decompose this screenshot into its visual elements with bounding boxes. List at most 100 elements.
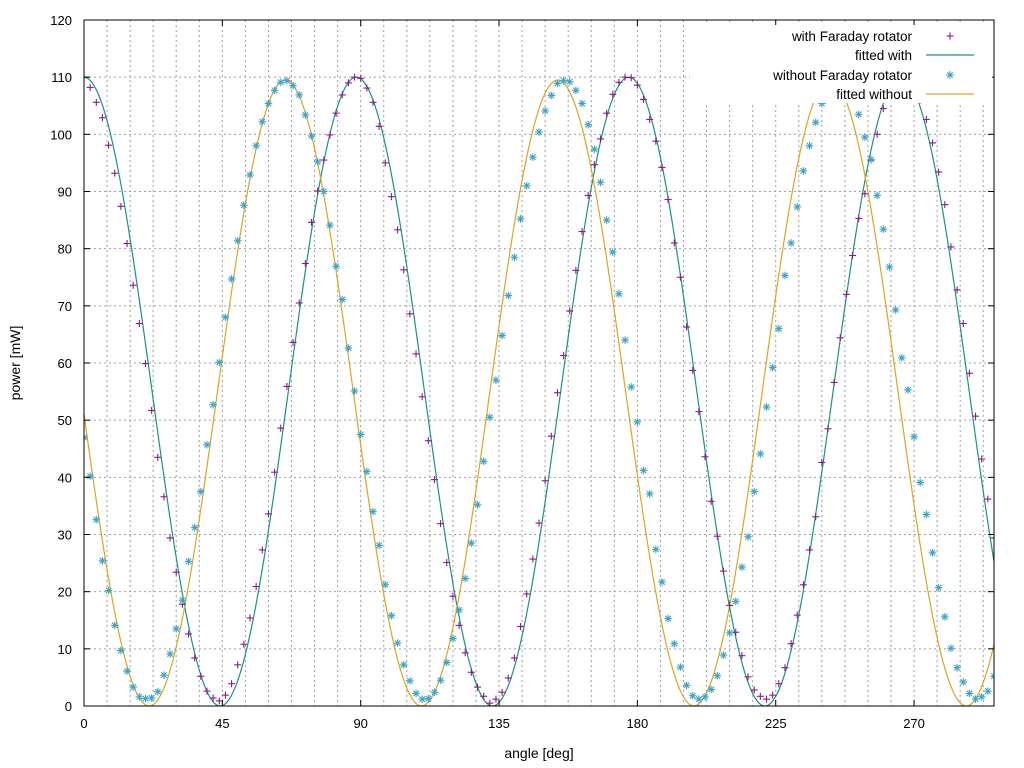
x-tick-label: 45	[215, 716, 229, 731]
data-point-without-faraday	[990, 672, 994, 681]
data-point-with-faraday	[375, 122, 383, 130]
data-point-with-faraday	[111, 169, 119, 177]
data-point-with-faraday	[578, 228, 586, 236]
data-point-with-faraday	[185, 630, 193, 638]
data-point-with-faraday	[480, 692, 488, 700]
data-point-with-faraday	[332, 109, 340, 117]
data-point-with-faraday	[842, 290, 850, 298]
data-point-without-faraday	[233, 236, 242, 245]
data-point-with-faraday	[744, 673, 752, 681]
data-point-without-faraday	[781, 271, 789, 280]
data-point-without-faraday	[984, 687, 992, 695]
data-point-with-faraday	[929, 139, 937, 147]
data-point-with-faraday	[978, 455, 986, 463]
data-point-without-faraday	[289, 81, 297, 90]
data-point-without-faraday	[713, 671, 722, 680]
data-point-with-faraday	[873, 130, 881, 138]
data-point-without-faraday	[117, 646, 125, 655]
data-point-with-faraday	[806, 546, 814, 554]
data-point-with-faraday	[707, 497, 715, 505]
data-point-with-faraday	[941, 201, 949, 209]
data-point-with-faraday	[461, 649, 469, 657]
data-point-with-faraday	[258, 546, 266, 554]
data-point-without-faraday	[652, 545, 660, 554]
data-point-without-faraday	[584, 120, 592, 129]
data-point-with-faraday	[836, 334, 844, 342]
data-point-without-faraday	[332, 262, 340, 271]
series-line-fitted-with	[84, 76, 994, 706]
data-point-with-faraday	[326, 131, 334, 139]
legend-label-fitted-without: fitted without	[836, 87, 912, 102]
data-point-without-faraday	[301, 111, 310, 119]
data-point-with-faraday	[584, 192, 592, 200]
data-point-without-faraday	[264, 99, 273, 108]
data-point-without-faraday	[221, 313, 230, 322]
data-point-without-faraday	[184, 557, 193, 566]
data-point-without-faraday	[522, 181, 531, 190]
data-point-with-faraday	[357, 74, 365, 82]
data-point-with-faraday	[191, 654, 199, 662]
data-point-without-faraday	[867, 155, 875, 164]
x-tick-label: 225	[765, 716, 787, 731]
data-point-with-faraday	[166, 534, 174, 542]
data-point-without-faraday	[209, 400, 217, 409]
data-point-with-faraday	[621, 73, 629, 81]
y-tick-label: 40	[58, 470, 72, 485]
data-point-without-faraday	[608, 248, 617, 256]
data-point-with-faraday	[504, 674, 512, 682]
data-point-with-faraday	[289, 338, 297, 346]
data-point-without-faraday	[879, 225, 888, 234]
data-point-without-faraday	[356, 430, 365, 439]
data-point-with-faraday	[763, 695, 770, 703]
data-point-with-faraday	[363, 84, 371, 92]
data-point-with-faraday	[160, 493, 168, 501]
y-tick-label: 60	[58, 356, 72, 371]
data-point-with-faraday	[676, 273, 684, 281]
data-point-without-faraday	[578, 99, 586, 108]
data-point-with-faraday	[965, 369, 973, 377]
data-point-with-faraday	[246, 614, 254, 622]
data-point-with-faraday	[443, 559, 451, 567]
data-point-without-faraday	[455, 606, 463, 614]
data-point-without-faraday	[399, 661, 408, 669]
data-point-without-faraday	[799, 167, 808, 175]
data-point-without-faraday	[283, 76, 291, 85]
data-point-with-faraday	[467, 668, 475, 676]
data-point-without-faraday	[664, 614, 672, 623]
data-point-with-faraday	[308, 218, 315, 226]
data-point-with-faraday	[295, 299, 303, 307]
data-point-without-faraday	[307, 132, 316, 140]
legend-label-without-faraday: without Faraday rotator	[772, 68, 912, 83]
data-point-with-faraday	[523, 590, 531, 598]
data-point-with-faraday	[787, 640, 795, 648]
y-tick-label: 50	[58, 413, 72, 428]
data-point-without-faraday	[529, 153, 537, 161]
data-point-with-faraday	[400, 266, 408, 274]
data-point-without-faraday	[486, 413, 494, 422]
data-point-with-faraday	[750, 686, 758, 694]
data-point-without-faraday	[215, 358, 224, 367]
data-point-with-faraday	[646, 115, 654, 123]
data-point-with-faraday	[855, 214, 863, 222]
data-point-without-faraday	[449, 634, 457, 643]
data-point-with-faraday	[234, 661, 242, 669]
y-tick-label: 70	[58, 299, 72, 314]
data-point-with-faraday	[86, 83, 94, 91]
legend: with Faraday rotator fitted with without…	[690, 25, 992, 103]
data-point-with-faraday	[105, 141, 113, 149]
data-point-with-faraday	[726, 601, 734, 609]
data-point-without-faraday	[891, 306, 900, 314]
data-point-with-faraday	[689, 366, 697, 374]
data-point-without-faraday	[559, 76, 568, 85]
data-point-with-faraday	[615, 78, 623, 86]
data-point-without-faraday	[811, 118, 820, 127]
data-point-with-faraday	[652, 137, 660, 145]
data-point-with-faraday	[437, 520, 445, 528]
data-point-without-faraday	[768, 363, 777, 372]
data-point-without-faraday	[947, 644, 955, 653]
data-point-without-faraday	[141, 694, 150, 703]
data-point-without-faraday	[479, 457, 488, 466]
data-point-with-faraday	[141, 360, 149, 368]
data-point-with-faraday	[959, 320, 967, 328]
data-point-without-faraday	[885, 263, 894, 271]
